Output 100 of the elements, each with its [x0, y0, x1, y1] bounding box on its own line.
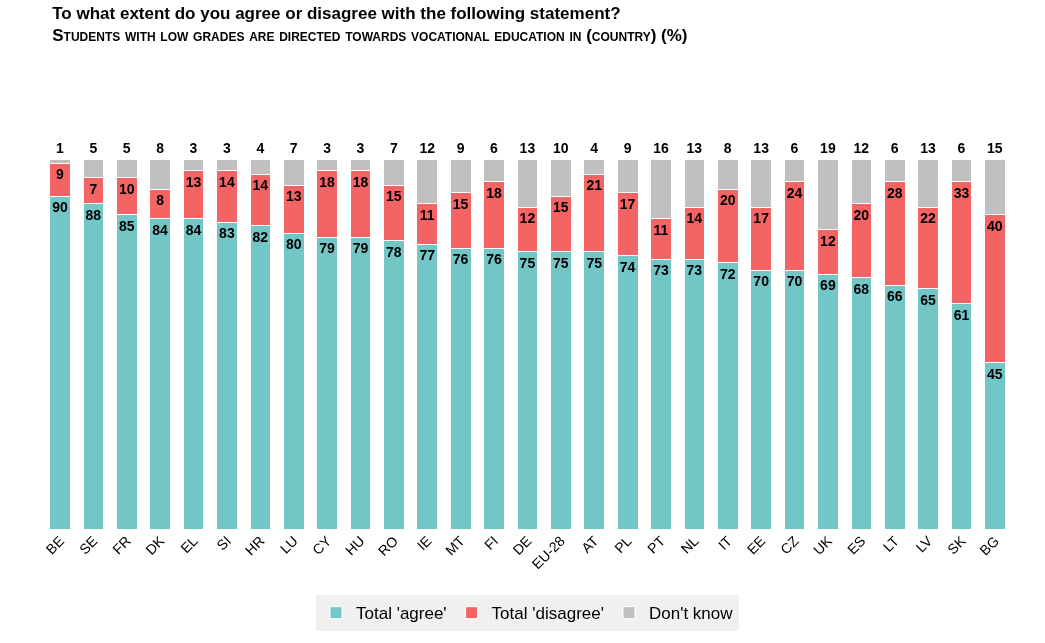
data-label: 9: [623, 140, 632, 157]
data-label: 84: [185, 221, 202, 238]
data-label: 5: [122, 140, 131, 157]
data-label: 61: [953, 306, 970, 323]
data-label: 10: [118, 180, 135, 197]
data-label: 17: [753, 210, 770, 227]
data-label: 75: [586, 254, 603, 271]
data-label: 12: [519, 210, 536, 227]
x-tick-label: MT: [442, 532, 469, 559]
data-label: 76: [486, 251, 502, 268]
x-tick-label: FR: [109, 532, 134, 558]
x-tick-label: AT: [578, 532, 602, 556]
data-label: 18: [486, 184, 502, 201]
data-label: 75: [553, 254, 569, 271]
x-tick-label: DE: [509, 532, 535, 558]
data-label: 10: [553, 140, 569, 157]
data-label: 20: [853, 206, 870, 223]
x-tick-label: EE: [743, 532, 769, 558]
data-label: 73: [653, 262, 669, 279]
x-tick-label: IE: [413, 532, 435, 554]
x-tick-label: RO: [374, 532, 402, 559]
data-label: 8: [156, 140, 165, 157]
x-tick-label: CY: [309, 532, 335, 558]
data-label: 14: [252, 177, 269, 194]
data-label: 3: [356, 140, 365, 157]
data-label: 4: [590, 140, 599, 157]
data-label: 13: [920, 140, 937, 157]
data-label: 28: [886, 184, 903, 201]
x-tick-label: HR: [241, 532, 268, 559]
x-tick-label: DK: [142, 532, 168, 558]
data-label: 7: [389, 140, 398, 157]
legend-label: Total 'agree': [356, 604, 447, 624]
data-label: 6: [890, 140, 899, 157]
data-label: 15: [386, 188, 402, 205]
data-label: 15: [553, 199, 569, 216]
data-label: 80: [285, 236, 302, 253]
data-label: 3: [189, 140, 198, 157]
data-label: 14: [686, 210, 703, 227]
data-label: 69: [820, 277, 836, 294]
data-label: 83: [219, 225, 235, 242]
x-tick-label: PT: [644, 532, 669, 557]
x-tick-label: LV: [912, 532, 936, 556]
data-label: 45: [987, 365, 1003, 382]
data-label: 3: [323, 140, 332, 157]
data-label: 12: [419, 140, 436, 157]
data-label: 76: [452, 251, 469, 268]
data-label: 24: [786, 184, 803, 201]
data-label: 79: [352, 240, 369, 257]
data-label: 8: [723, 140, 732, 157]
x-tick-label: EL: [177, 532, 201, 557]
data-label: 9: [56, 166, 65, 183]
x-tick-label: UK: [810, 532, 836, 558]
x-tick-label: SI: [213, 532, 235, 554]
data-label: 19: [820, 140, 836, 157]
data-label: 21: [586, 177, 603, 194]
data-label: 85: [118, 217, 135, 234]
data-label: 16: [653, 140, 669, 157]
data-label: 33: [953, 184, 970, 201]
chart-subtitle: Students with low grades are directed towards vocational education in (country) (%): [52, 26, 688, 46]
data-label: 70: [786, 273, 803, 290]
data-label: 82: [252, 228, 269, 245]
x-tick-label: CZ: [777, 532, 802, 558]
data-label: 68: [853, 280, 870, 297]
data-label: 13: [185, 173, 202, 190]
data-label: 4: [256, 140, 265, 157]
data-label: 12: [820, 232, 836, 249]
data-label: 5: [89, 140, 98, 157]
data-label: 88: [85, 206, 102, 223]
data-label: 20: [719, 192, 736, 209]
data-label: 90: [52, 199, 68, 216]
x-tick-label: FI: [481, 532, 502, 553]
data-label: 15: [987, 140, 1003, 157]
data-label: 13: [285, 188, 302, 205]
data-label: 14: [219, 173, 235, 190]
x-tick-label: NL: [677, 532, 702, 557]
data-label: 12: [853, 140, 870, 157]
data-label: 18: [352, 173, 369, 190]
data-label: 15: [452, 195, 469, 212]
data-label: 11: [419, 206, 435, 223]
x-tick-label: LU: [276, 532, 301, 557]
data-label: 17: [619, 195, 636, 212]
legend-label: Total 'disagree': [491, 604, 604, 624]
data-label: 3: [223, 140, 231, 157]
data-label: 79: [319, 240, 336, 257]
x-tick-label: SE: [75, 532, 101, 558]
legend-label: Don't know: [648, 604, 734, 624]
x-tick-label: ES: [843, 532, 869, 558]
data-label: 6: [790, 140, 799, 157]
data-label: 9: [456, 140, 465, 157]
data-label: 6: [490, 140, 499, 157]
data-label: 66: [886, 288, 903, 305]
x-tick-label: SK: [944, 532, 970, 558]
data-label: 84: [152, 221, 169, 238]
data-label: 73: [686, 262, 703, 279]
data-label: 75: [519, 254, 536, 271]
data-label: 7: [89, 180, 98, 197]
data-label: 13: [686, 140, 703, 157]
data-label: 74: [619, 258, 636, 275]
data-label: 22: [920, 210, 937, 227]
data-label: 11: [653, 221, 669, 238]
